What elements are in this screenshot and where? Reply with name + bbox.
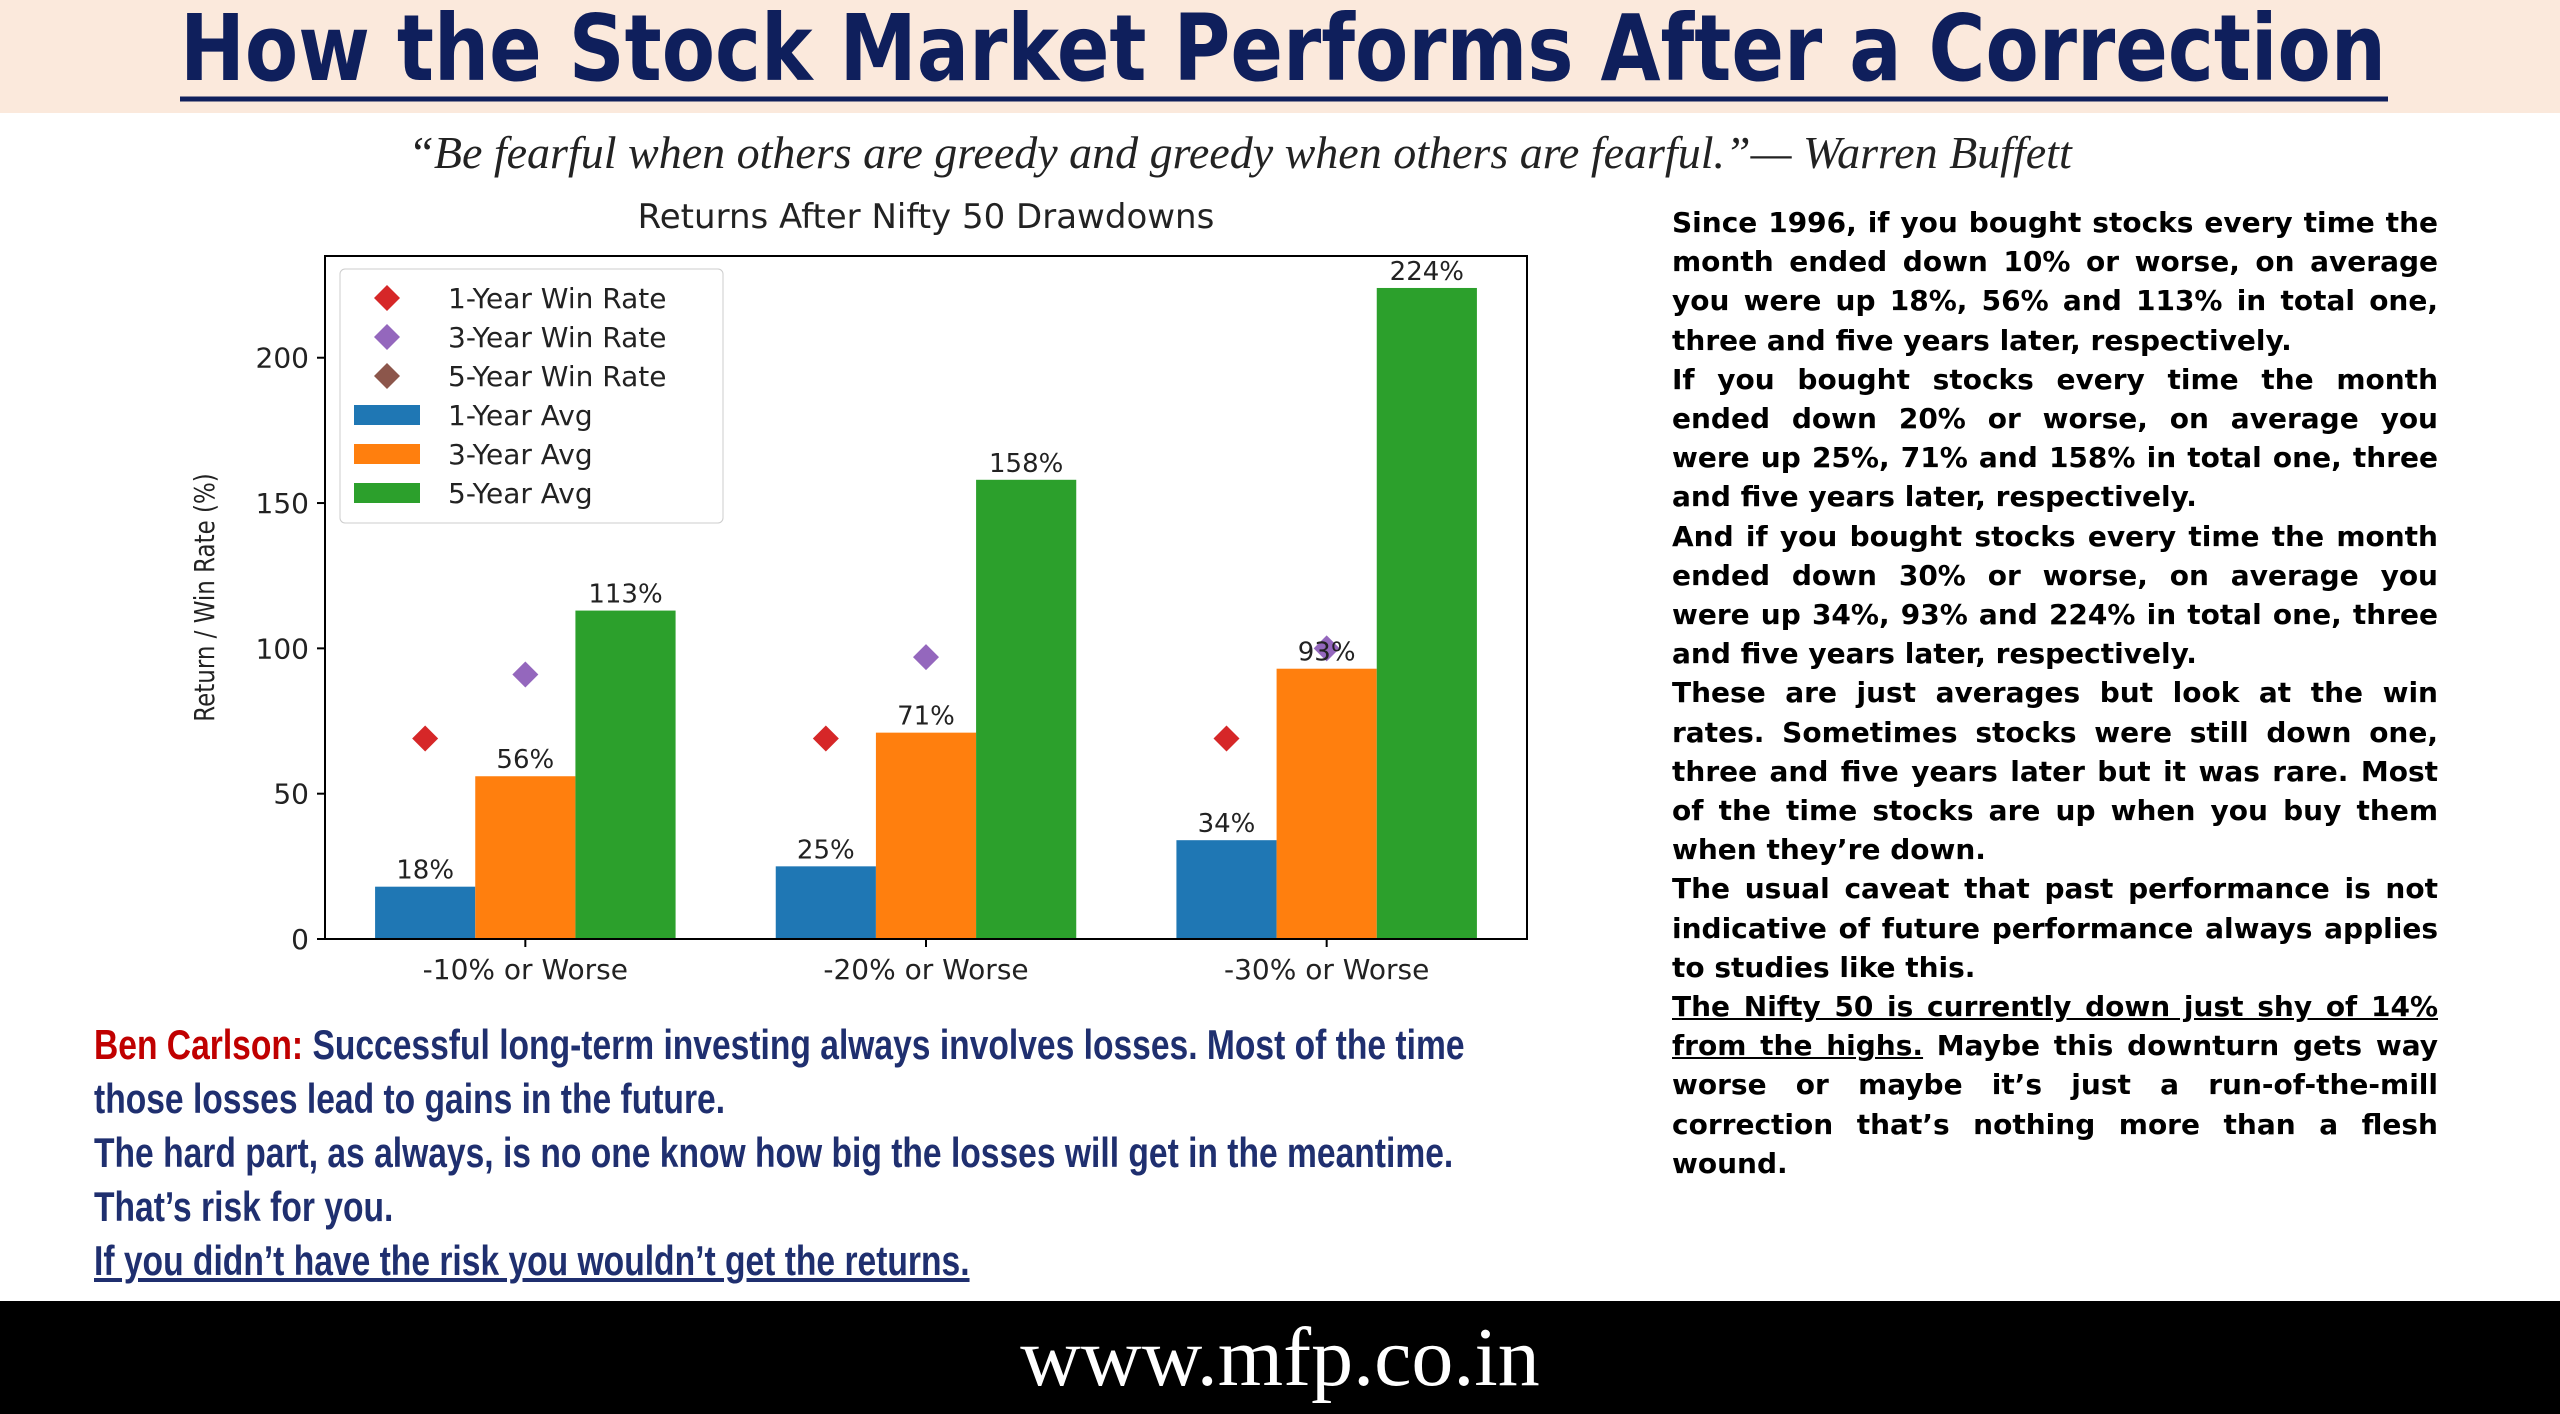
paragraph: If you bought stocks every time the mont…	[1672, 362, 2438, 514]
bar	[575, 610, 676, 939]
win-rate-marker	[913, 644, 939, 671]
carlson-note: Ben Carlson: Successful long-term invest…	[94, 1018, 1465, 1288]
legend-marker	[374, 363, 400, 389]
legend-label: 1-Year Win Rate	[448, 282, 666, 315]
note-line: That’s risk for you.	[94, 1183, 394, 1230]
win-rate-marker	[412, 725, 439, 752]
quote: “Be fearful when others are greedy and g…	[408, 127, 2072, 178]
text: Successful long-term investing always in…	[312, 1021, 1465, 1068]
win-rate-marker	[1313, 635, 1340, 662]
bar	[475, 776, 576, 939]
value-label: 224%	[1390, 257, 1464, 287]
y-tick-label: 100	[256, 632, 309, 665]
speaker: Ben Carlson:	[94, 1021, 304, 1068]
note-line: If you didn’t have the risk you wouldn’t…	[94, 1237, 970, 1284]
chart-title: Returns After Nifty 50 Drawdowns	[638, 197, 1215, 237]
footer: www.mfp.co.in	[0, 1301, 2560, 1414]
header: How the Stock Market Performs After a Co…	[0, 0, 2560, 113]
note-line: those losses lead to gains in the future…	[94, 1075, 726, 1122]
paragraph: The usual caveat that past performance i…	[1672, 872, 2438, 984]
bar	[1176, 840, 1277, 939]
win-rate-marker	[812, 725, 839, 752]
legend-marker	[374, 285, 400, 311]
legend-box	[339, 268, 724, 524]
bar	[1276, 668, 1377, 939]
legend-marker	[354, 444, 420, 464]
win-rate-marker	[1213, 725, 1240, 752]
value-label: 25%	[797, 835, 855, 865]
bar	[775, 866, 876, 939]
commentary: Since 1996, if you bought stocks every t…	[1672, 203, 2438, 1183]
chart: Returns After Nifty 50 Drawdowns Return /…	[189, 197, 1528, 986]
legend-marker	[354, 405, 420, 425]
value-label: 71%	[897, 702, 955, 732]
y-tick-label: 0	[291, 923, 309, 956]
y-axis-label: Return / Win Rate (%)	[189, 473, 222, 722]
legend-marker	[354, 483, 420, 503]
header-svg: How the Stock Market Performs After a Co…	[180, 0, 2388, 102]
y-tick-label: 50	[273, 778, 309, 811]
y-tick-label: 150	[256, 487, 309, 520]
y-tick-label: 200	[256, 342, 309, 375]
underlined-text: The Nifty 50 is currently down just shy …	[1672, 990, 2438, 1063]
note-line: The hard part, as always, is no one know…	[94, 1129, 1454, 1176]
text: Maybe this downturn gets way worse or ma…	[1672, 1029, 2438, 1180]
paragraph: Since 1996, if you bought stocks every t…	[1672, 206, 2438, 357]
value-label: 34%	[1198, 809, 1256, 839]
legend-label: 5-Year Avg	[448, 477, 593, 510]
win-rate-marker	[512, 661, 539, 688]
bar	[375, 886, 476, 939]
value-label: 113%	[588, 580, 662, 610]
legend-marker	[374, 324, 400, 350]
legend-label: 1-Year Avg	[448, 399, 593, 432]
x-tick-label: -30% or Worse	[1224, 953, 1429, 986]
plot-frame	[324, 255, 1528, 940]
paragraph: The Nifty 50 is currently down just shy …	[1672, 987, 2438, 1183]
legend-label: 5-Year Win Rate	[448, 360, 666, 393]
legend-label: 3-Year Win Rate	[448, 321, 666, 354]
bar	[875, 732, 977, 939]
value-label: 18%	[396, 856, 454, 886]
bar	[1376, 287, 1477, 939]
x-tick-label: -10% or Worse	[423, 953, 628, 986]
paragraph: And if you bought stocks every time the …	[1672, 519, 2438, 671]
x-tick-label: -20% or Worse	[823, 953, 1028, 986]
legend-label: 3-Year Avg	[448, 438, 593, 471]
bar	[976, 479, 1077, 939]
value-label: 56%	[496, 745, 554, 775]
value-label: 93%	[1298, 638, 1356, 668]
paragraph: These are just averages but look at the …	[1672, 676, 2438, 867]
page-title: How the Stock Market Performs After a Co…	[180, 0, 2386, 102]
note-line: Ben Carlson: Successful long-term invest…	[94, 1018, 1465, 1072]
value-label: 158%	[989, 449, 1063, 479]
